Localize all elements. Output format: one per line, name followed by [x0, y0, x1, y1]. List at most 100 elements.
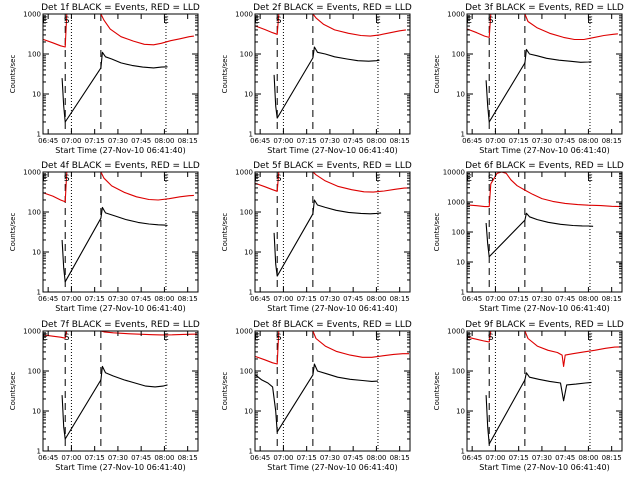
segment-marker-label: E — [42, 174, 48, 184]
events-series-line — [485, 372, 592, 445]
y-tick-label: 100 — [452, 368, 465, 376]
x-tick-label: 06:45 — [250, 137, 270, 145]
y-tick-label: 10 — [456, 259, 465, 267]
y-tick-label: 1 — [37, 131, 41, 139]
x-tick-label: 08:00 — [366, 454, 386, 462]
x-tick-label: 08:00 — [154, 454, 174, 462]
x-tick-label: 07:45 — [555, 137, 575, 145]
events-series-line — [61, 206, 168, 283]
x-tick-label: 07:30 — [108, 454, 128, 462]
x-tick-label: 07:00 — [273, 454, 293, 462]
x-tick-label: 06:45 — [462, 137, 482, 145]
x-tick-label: 08:00 — [578, 454, 598, 462]
x-tick-label: 07:30 — [532, 454, 552, 462]
segment-marker-label: E — [254, 16, 260, 26]
y-tick-label: 1000 — [235, 169, 253, 177]
x-axis-title: Start Time (27-Nov-10 06:41:40) — [267, 146, 397, 155]
x-tick-label: 07:45 — [343, 137, 363, 145]
segment-marker-label: S — [276, 16, 282, 26]
x-tick-label: 08:00 — [578, 137, 598, 145]
plot-frame — [466, 13, 623, 135]
x-tick-label: 07:30 — [108, 295, 128, 303]
x-tick-label: 08:15 — [178, 454, 198, 462]
x-tick-label: 07:15 — [85, 137, 105, 145]
segment-marker-label: E — [42, 16, 48, 26]
x-axis-title: Start Time (27-Nov-10 06:41:40) — [267, 304, 397, 313]
y-axis-title: Counts/sec — [221, 213, 229, 252]
x-axis-title: Start Time (27-Nov-10 06:41:40) — [55, 463, 185, 472]
plot-frame — [42, 13, 199, 135]
segment-marker-label: E — [587, 333, 593, 343]
y-tick-label: 1000 — [235, 11, 253, 19]
x-tick-label: 07:00 — [273, 295, 293, 303]
events-series-line — [61, 51, 168, 123]
segment-marker-label: E — [42, 333, 48, 343]
y-axis-title: Counts/sec — [9, 372, 17, 411]
x-tick-label: 07:00 — [61, 454, 81, 462]
segment-marker-label: E — [163, 174, 169, 184]
chart-panel-4: Det 4f BLACK = Events, RED = LLD E S E 06:45… — [9, 161, 200, 313]
x-tick-label: 06:45 — [462, 295, 482, 303]
x-tick-label: 08:15 — [390, 295, 410, 303]
x-tick-label: 07:45 — [555, 295, 575, 303]
y-tick-label: 1000 — [23, 328, 41, 336]
events-series-line — [485, 212, 594, 258]
x-tick-label: 08:15 — [390, 137, 410, 145]
events-series-line — [273, 199, 382, 277]
y-tick-label: 100 — [240, 368, 253, 376]
chart-title: Det 6f BLACK = Events, RED = LLD — [465, 161, 624, 171]
chart-panel-6: Det 6f BLACK = Events, RED = LLDESE06:45… — [433, 161, 624, 313]
x-axis-title: Start Time (27-Nov-10 06:41:40) — [267, 463, 397, 472]
x-tick-label: 06:45 — [38, 454, 58, 462]
segment-marker-label: E — [254, 333, 260, 343]
x-tick-label: 07:15 — [297, 137, 317, 145]
x-tick-label: 07:00 — [485, 454, 505, 462]
lld-series-line — [255, 172, 410, 193]
segment-marker-label: E — [375, 174, 381, 184]
y-axis-title: Counts/sec — [221, 372, 229, 411]
chart-title: Det 8f BLACK = Events, RED = LLD — [253, 320, 412, 330]
x-tick-label: 07:15 — [509, 137, 529, 145]
x-axis-title: Start Time (27-Nov-10 06:41:40) — [479, 146, 609, 155]
segment-marker-label: S — [64, 174, 70, 184]
x-tick-label: 07:30 — [532, 137, 552, 145]
plot-frame — [254, 171, 411, 293]
plot-frame — [42, 171, 199, 293]
chart-title: Det 7f BLACK = Events, RED = LLD — [41, 320, 200, 330]
x-tick-label: 06:45 — [250, 295, 270, 303]
x-tick-label: 07:00 — [61, 295, 81, 303]
x-tick-label: 07:45 — [131, 137, 151, 145]
lld-series-line — [43, 331, 197, 339]
y-tick-label: 10 — [32, 249, 41, 257]
plot-frame — [42, 330, 199, 452]
x-tick-label: 06:45 — [462, 454, 482, 462]
y-tick-label: 100 — [28, 51, 41, 59]
lld-series-line — [43, 14, 194, 48]
segment-marker-label: S — [64, 16, 70, 26]
x-tick-label: 08:00 — [154, 295, 174, 303]
chart-panel-8: Det 8f BLACK = Events, RED = LLD E S E 06:45… — [221, 320, 412, 472]
lld-series-line — [255, 14, 406, 37]
y-tick-label: 100 — [28, 368, 41, 376]
segment-marker-label: E — [587, 174, 593, 184]
segment-marker-label: S — [64, 333, 70, 343]
y-tick-label: 1000 — [23, 169, 41, 177]
x-tick-label: 07:15 — [85, 295, 105, 303]
y-tick-label: 10 — [32, 408, 41, 416]
segment-marker-label: S — [488, 16, 494, 26]
x-tick-label: 07:30 — [320, 454, 340, 462]
x-tick-label: 07:30 — [320, 137, 340, 145]
x-tick-label: 07:45 — [131, 454, 151, 462]
x-tick-label: 07:30 — [320, 295, 340, 303]
chart-panel-9: Det 9f BLACK = Events, RED = LLD E S E 06:45… — [433, 320, 624, 472]
events-series-line — [273, 46, 380, 119]
lld-series-line — [255, 331, 409, 365]
x-tick-label: 07:45 — [343, 295, 363, 303]
y-axis-title: Counts/sec — [433, 213, 441, 252]
y-tick-label: 1000 — [23, 11, 41, 19]
x-tick-label: 07:45 — [343, 454, 363, 462]
segment-marker-label: E — [375, 333, 381, 343]
y-tick-label: 10 — [244, 408, 253, 416]
plot-frame — [254, 13, 411, 135]
